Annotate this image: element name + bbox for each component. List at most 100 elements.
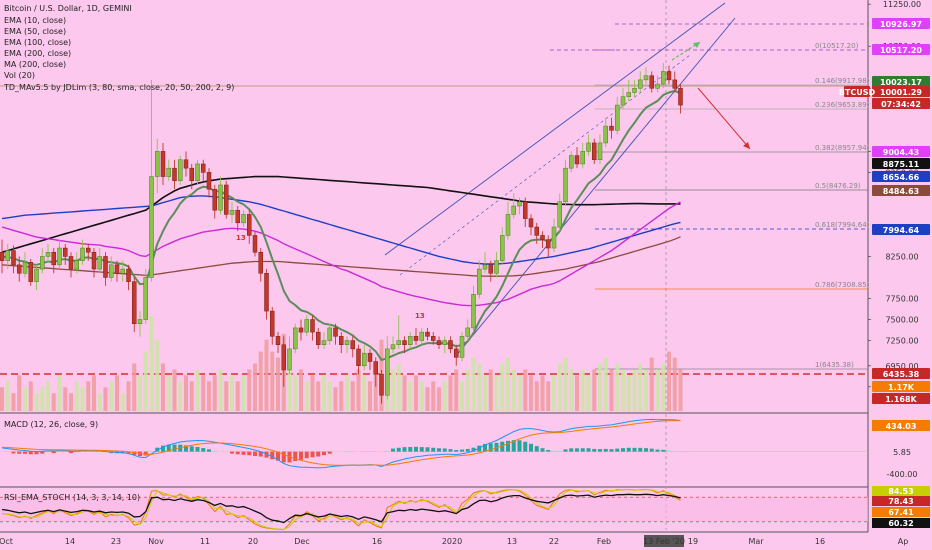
volume-bar [368, 381, 372, 411]
fib-label: 0.146(9917.98) [815, 77, 870, 85]
volume-bar [34, 393, 39, 411]
macd-histogram-bar [506, 440, 510, 452]
candle-body [74, 260, 79, 270]
macd-histogram-bar [224, 451, 229, 453]
candle-body [120, 268, 125, 274]
macd-histogram-bar [195, 446, 200, 452]
ema200-line [1, 175, 681, 253]
candle-body [396, 340, 401, 345]
candle-body [540, 235, 545, 240]
ema50-line [1, 201, 681, 307]
macd-label[interactable]: MACD (12, 26, close, 9) [4, 420, 98, 429]
time-tick-label: 16 [815, 537, 825, 546]
macd-histogram-bar [184, 445, 188, 452]
volume-bar [287, 363, 292, 411]
legend-ema200[interactable]: EMA (200, close) [4, 49, 71, 58]
time-tick-label: 20 [248, 537, 258, 546]
candle-body [132, 281, 137, 324]
volume-bar [546, 381, 551, 411]
legend-vol[interactable]: Vol (20) [4, 71, 35, 80]
macd-histogram-bar [621, 448, 625, 452]
macd-histogram-bar [644, 448, 648, 452]
candle-body [17, 264, 22, 274]
volume-bar [408, 381, 413, 411]
candle-body [592, 142, 597, 161]
rsi-badge: 67.41 [888, 508, 914, 517]
macd-histogram-bar [419, 447, 424, 452]
time-tick-label: 13 Feb '20 [643, 537, 685, 546]
volume-bar [425, 387, 430, 411]
macd-histogram-bar [523, 441, 528, 452]
legend-ma200[interactable]: MA (200, close) [4, 60, 66, 69]
macd-histogram-bar [207, 449, 211, 452]
macd-histogram-bar [201, 448, 206, 452]
volume-bar [414, 375, 418, 411]
volume-bar [661, 363, 666, 411]
macd-histogram-bar [304, 451, 309, 459]
chart-title[interactable]: Bitcoin / U.S. Dollar, 1D, GEMINI [4, 4, 132, 13]
candle-body [356, 348, 361, 367]
rsi-label[interactable]: RSI_EMA_STOCH (14, 3, 3, 14, 10) [4, 493, 140, 502]
macd-histogram-bar [678, 451, 683, 452]
legend-td[interactable]: TD_MAv5.5 by JDLim (3, 80, sma, close, 2… [3, 83, 234, 92]
time-tick-label: 11 [200, 537, 210, 546]
macd-axis-label: 5.85 [893, 448, 911, 457]
volume-bar [672, 357, 677, 411]
candle-body [40, 256, 45, 270]
macd-histogram-bar [310, 451, 315, 458]
volume-bar [166, 375, 171, 411]
time-tick-label: 23 [111, 537, 121, 546]
price-axis[interactable]: 11250.0010750.0010250.009500.009250.0082… [839, 0, 931, 532]
volume-bar [51, 393, 56, 411]
volume-bar [189, 381, 194, 411]
volume-bar [534, 381, 539, 411]
volume-bar [86, 381, 91, 411]
legend-ema50[interactable]: EMA (50, close) [4, 27, 66, 36]
price-badge: 10926.97 [880, 20, 922, 29]
macd-histogram-bar [373, 451, 378, 453]
macd-histogram-bar [80, 451, 85, 453]
fib-label: 0.236(9653.89) [815, 101, 870, 109]
legend-ema10[interactable]: EMA (10, close) [4, 16, 66, 25]
candle-body [247, 214, 252, 236]
time-axis[interactable]: Oct 14 23 Nov 11 20 Dec 16 2020 13 22 Feb 13 Feb '20… [0, 535, 908, 547]
candle-body [431, 336, 436, 341]
time-cursor-bg [644, 535, 684, 547]
volume-bar [488, 369, 493, 411]
candle-body [270, 310, 275, 337]
fib-retracement[interactable]: 0(10517.20) 0.146(9917.98) 0.236(9653.89) 0… [550, 23, 870, 370]
candle-body [649, 75, 654, 89]
macd-histogram-bar [563, 449, 568, 452]
macd-histogram-bar [368, 451, 372, 452]
price-badge-bg [872, 146, 930, 157]
macd-histogram-bar [0, 451, 4, 453]
macd-histogram-bar [580, 448, 585, 452]
candle-body [316, 331, 321, 345]
macd-histogram-bar [362, 451, 367, 452]
candle-body [534, 226, 539, 236]
time-tick-label: Dec [294, 537, 309, 546]
candle-body [546, 239, 551, 249]
macd-histogram-bar [534, 446, 539, 452]
volume-bar [552, 375, 556, 411]
volume-bar [327, 381, 332, 411]
candle-body [5, 250, 10, 261]
macd-histogram-bar [34, 451, 39, 455]
volume-bar [5, 381, 10, 411]
macd-histogram-bar [69, 451, 73, 454]
volume-bar [299, 369, 303, 411]
volume-bar [396, 363, 401, 411]
volume-bar [46, 381, 50, 411]
price-badge-bg [872, 224, 930, 235]
channel-mid-line [399, 54, 691, 276]
volume-bar [563, 357, 568, 411]
projection-arrows[interactable] [671, 41, 751, 150]
volume-bar [293, 375, 298, 411]
candle-body [505, 214, 511, 236]
candle-body [103, 256, 108, 278]
legend-ema100[interactable]: EMA (100, close) [4, 38, 71, 47]
macd-histogram-bar [28, 451, 33, 455]
macd-histogram-bar [379, 451, 384, 453]
candle-body [385, 348, 390, 396]
